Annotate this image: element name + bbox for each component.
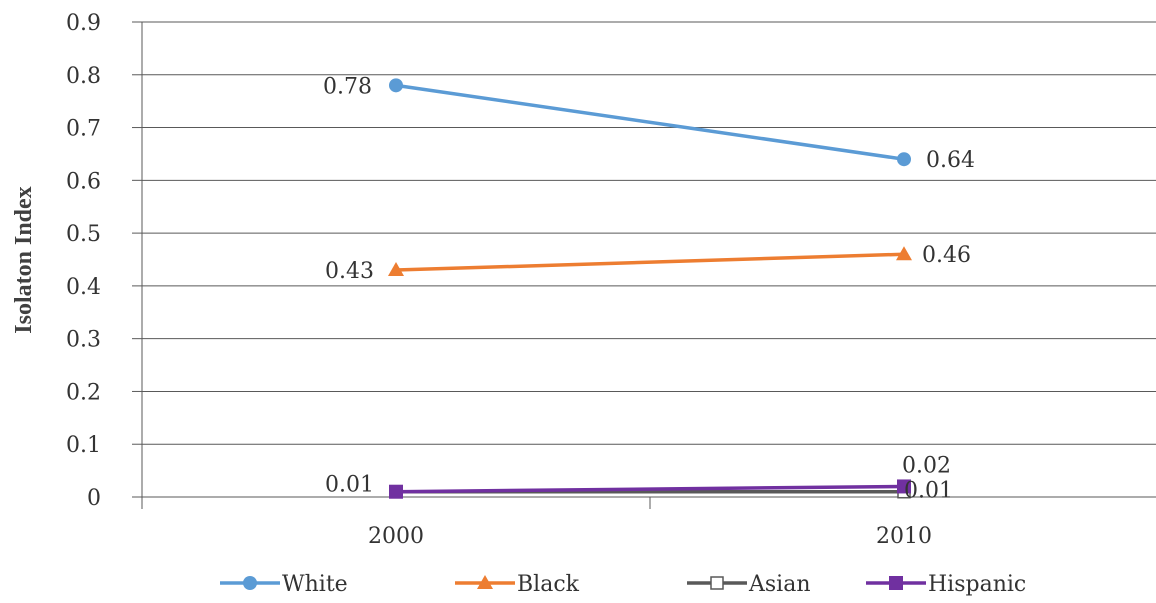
data-label-black: 0.43 (325, 259, 374, 284)
legend-label-hispanic: Hispanic (928, 572, 1026, 597)
data-labels: 0.780.640.430.460.010.010.02 (323, 74, 975, 503)
y-tick-label: 0.5 (66, 222, 101, 247)
legend-item-asian: Asian (687, 572, 811, 597)
data-label-hispanic: 0.02 (902, 453, 951, 478)
legend-item-black: Black (455, 572, 580, 597)
legend-label-black: Black (517, 572, 580, 597)
legend-label-asian: Asian (748, 572, 811, 597)
y-tick-label: 0.1 (66, 433, 101, 458)
series-line-hispanic (395, 484, 905, 494)
y-tick-label: 0 (87, 486, 101, 511)
marker-legend-white (243, 576, 257, 590)
series-line-white (395, 83, 905, 161)
legend-label-white: White (282, 572, 348, 597)
y-tick-label: 0.2 (66, 380, 101, 405)
legend-item-white: White (220, 572, 348, 597)
y-tick-label: 0.7 (66, 117, 101, 142)
y-tick-label: 0.8 (66, 64, 101, 89)
axes: 0 0.1 0.2 0.3 0.4 0.5 0.6 0.7 0.8 0.9 2000 2010 (66, 11, 1156, 549)
marker-legend-hispanic (889, 576, 903, 590)
legend-item-hispanic: Hispanic (866, 572, 1026, 597)
marker-white (897, 152, 911, 167)
legend: White Black Asian Hispanic (220, 572, 1026, 597)
series (388, 78, 912, 499)
x-tick-label: 2010 (876, 524, 932, 549)
data-label-white: 0.78 (323, 74, 372, 99)
y-tick-label: 0.6 (66, 169, 101, 194)
marker-legend-black (477, 575, 493, 589)
data-label-asian: 0.01 (904, 479, 953, 504)
marker-black (388, 262, 404, 277)
gridlines (142, 21, 1156, 445)
marker-hispanic (897, 479, 911, 494)
x-tick-label: 2000 (368, 524, 424, 549)
data-label-hispanic: 0.01 (325, 473, 374, 498)
series-line-black (395, 252, 905, 272)
marker-legend-asian (710, 576, 724, 590)
marker-white (389, 78, 403, 93)
marker-black (896, 246, 912, 261)
y-tick-label: 0.3 (66, 328, 101, 353)
y-tick-label: 0.9 (66, 11, 101, 36)
data-label-white: 0.64 (926, 148, 975, 173)
data-label-black: 0.46 (922, 243, 971, 268)
marker-hispanic (389, 484, 403, 499)
y-axis-title: Isolaton Index (11, 186, 37, 333)
y-tick-label: 0.4 (66, 275, 101, 300)
